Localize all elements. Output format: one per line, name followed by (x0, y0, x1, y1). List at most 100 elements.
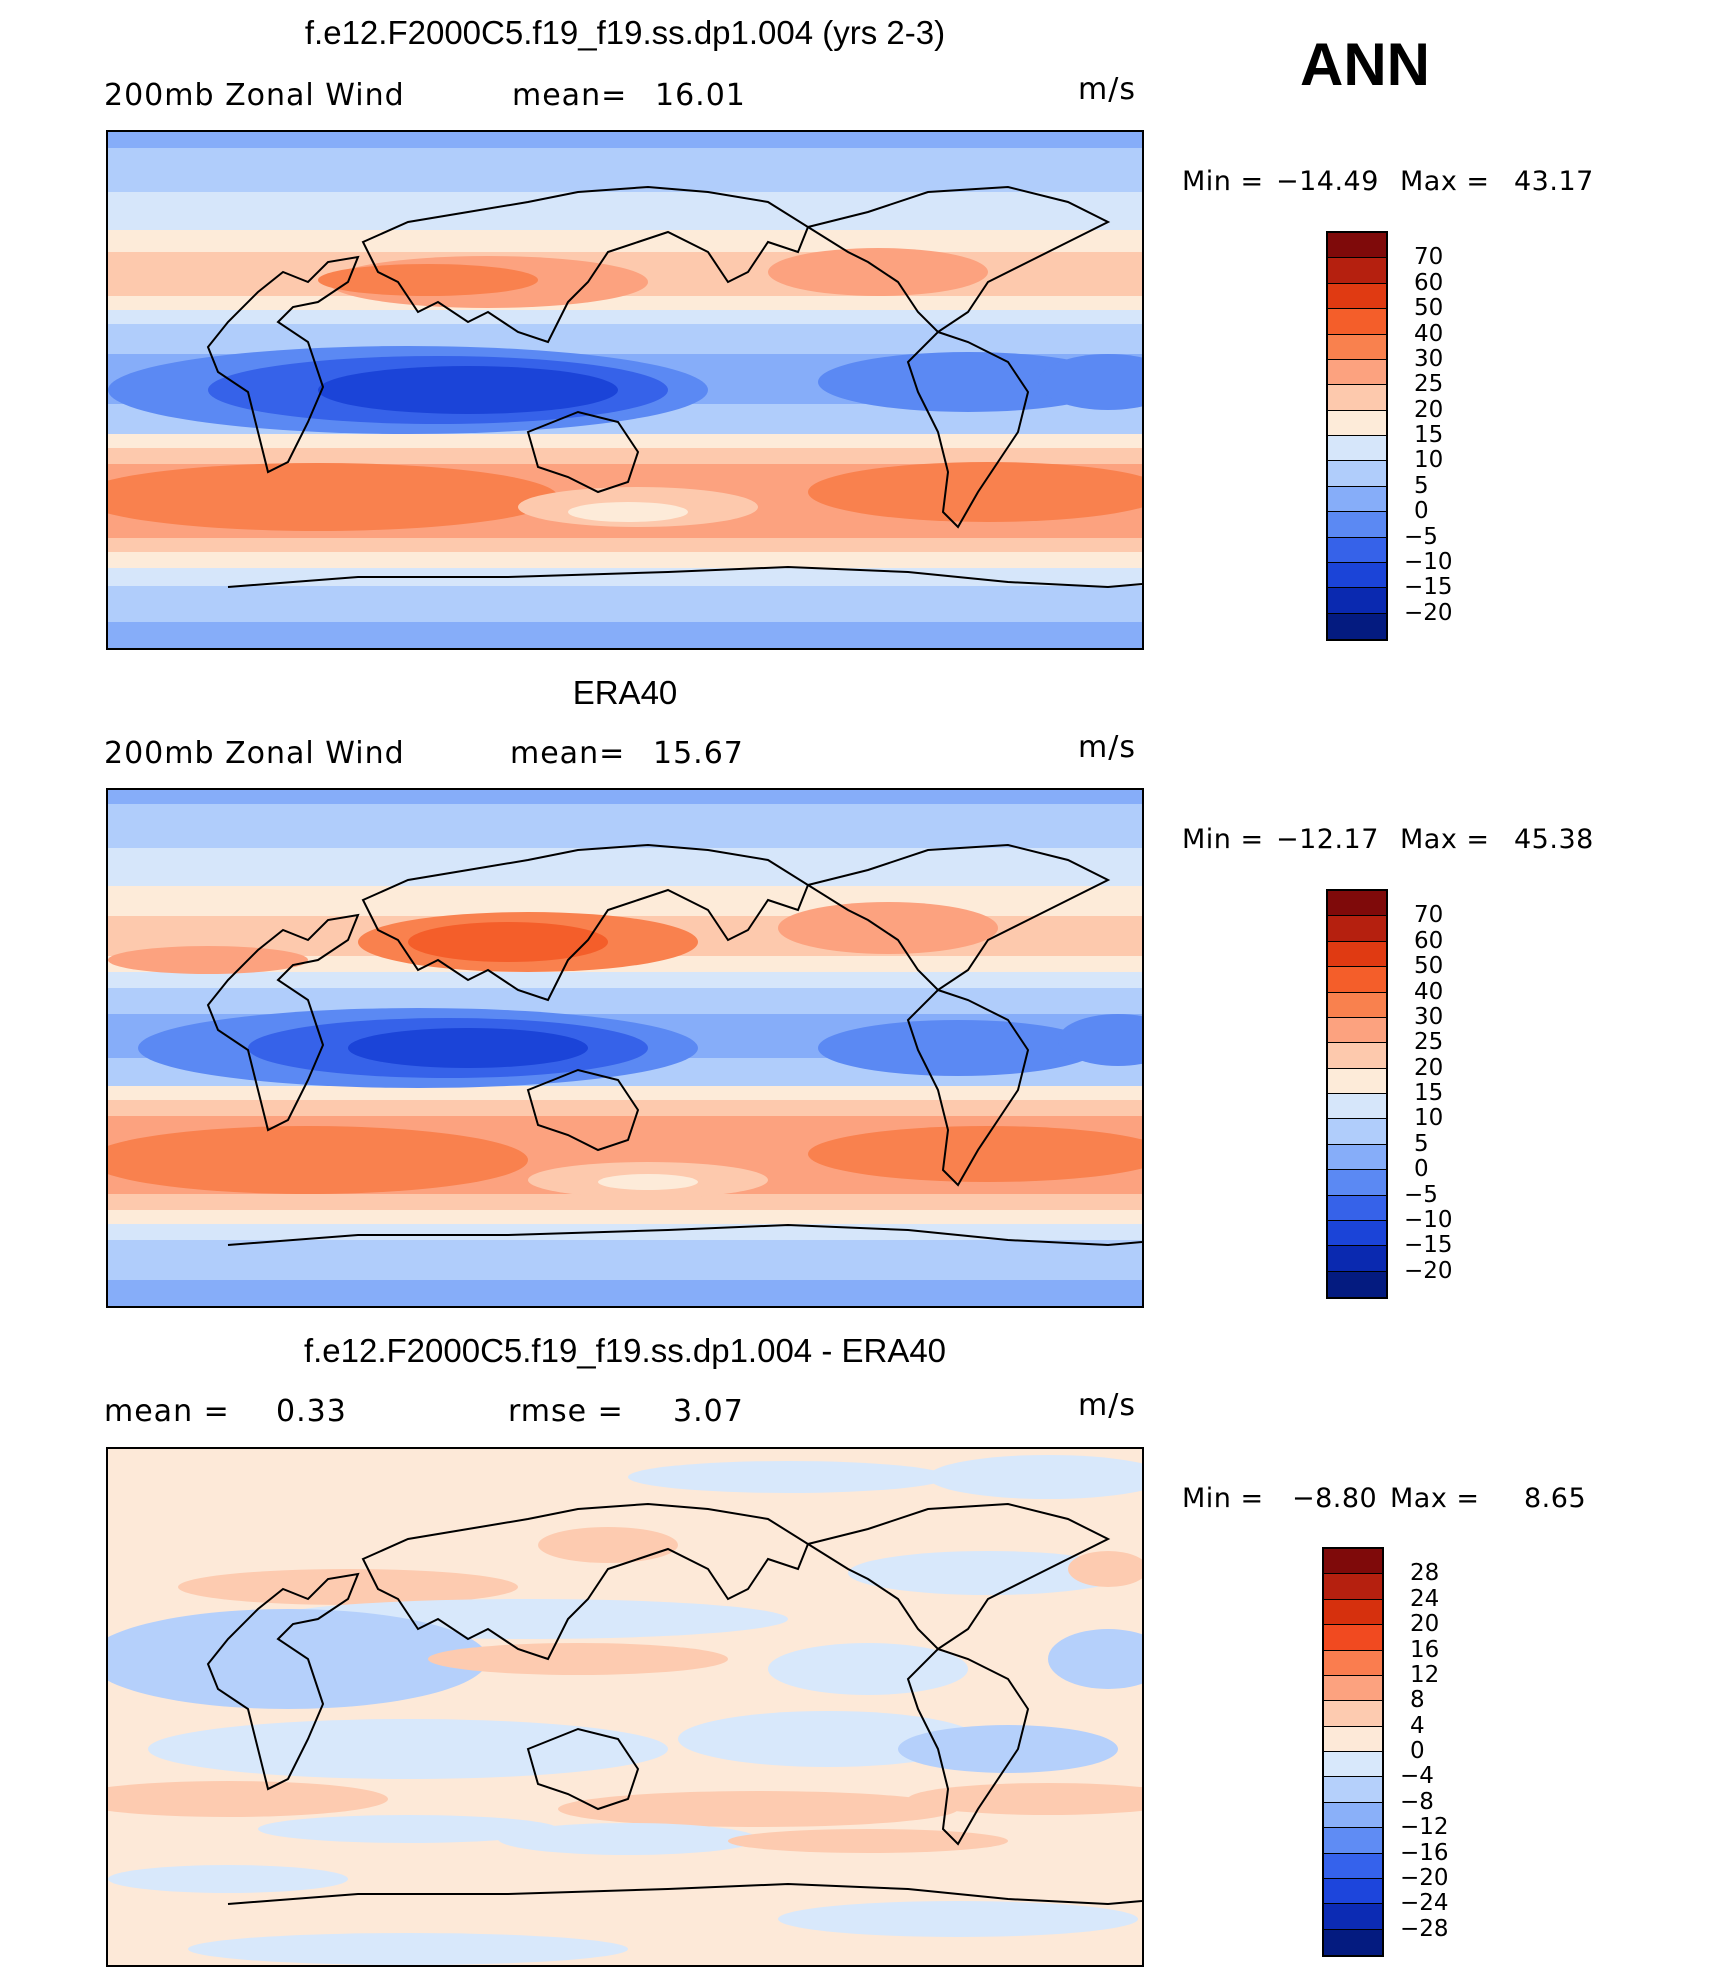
rmse-value: 3.07 (673, 1394, 744, 1429)
colorbar-segment (1328, 916, 1386, 942)
colorbar-segment (1328, 1271, 1386, 1297)
colorbar-segment (1328, 283, 1386, 310)
colorbar-segment (1328, 1068, 1386, 1094)
coastline (361, 185, 810, 344)
mean-value: 0.33 (276, 1394, 347, 1429)
colorbar-segment (1324, 1650, 1382, 1676)
colorbar-tick-label: −5 (1404, 1181, 1438, 1208)
field-name: 200mb Zonal Wind (104, 736, 405, 771)
colorbar-tick-label: 30 (1414, 1003, 1444, 1030)
colorbar-segment (1328, 258, 1386, 284)
map-diff (106, 1447, 1144, 1967)
colorbar-segment (1324, 1726, 1382, 1752)
panel-title: f.e12.F2000C5.f19_f19.ss.dp1.004 - ERA40 (303, 1332, 947, 1369)
coastline (361, 843, 810, 1002)
coastline (361, 1502, 810, 1661)
colorbar-tick-label: −20 (1400, 1864, 1449, 1891)
map-model (106, 130, 1144, 650)
colorbar-segment (1328, 233, 1386, 259)
colorbar-segment (1328, 1246, 1386, 1272)
min-label: Min = (1182, 1483, 1264, 1514)
colorbar-tick-label: 8 (1410, 1687, 1425, 1714)
colorbar-segment (1328, 309, 1386, 335)
colorbar-tick-label: −4 (1400, 1763, 1434, 1790)
colorbar-segment (1328, 385, 1386, 411)
colorbar-tick-label: −10 (1404, 1206, 1453, 1233)
panel-title: ERA40 (572, 674, 678, 711)
colorbar-segment (1328, 941, 1386, 968)
max-value: 45.38 (1514, 824, 1594, 855)
panel-model: f.e12.F2000C5.f19_f19.ss.dp1.004 (yrs 2-… (0, 0, 1710, 660)
units-label: m/s (1078, 730, 1136, 765)
colorbar-segment (1324, 1701, 1382, 1727)
coastline (206, 1572, 360, 1791)
colorbar-segment (1328, 512, 1386, 538)
colorbar-segment (1328, 537, 1386, 563)
colorbar-segment (1328, 1144, 1386, 1171)
colorbar-tick-label: 4 (1410, 1712, 1425, 1739)
panel-obs: ERA40 200mb Zonal Wind mean= 15.67 m/s (104, 674, 1594, 1308)
colorbar-segment (1324, 1878, 1382, 1905)
colorbar-tick-label: 20 (1414, 1054, 1444, 1081)
colorbar-segment (1324, 1802, 1382, 1829)
colorbar-segment (1324, 1904, 1382, 1930)
colorbar-segment (1328, 1220, 1386, 1247)
colorbar-segment (1328, 334, 1386, 360)
colorbar-tick-label: 24 (1410, 1585, 1440, 1612)
colorbar-tick-label: 50 (1414, 295, 1444, 322)
colorbar-segment (1324, 1574, 1382, 1600)
colorbar-tick-label: 60 (1414, 269, 1444, 296)
colorbar-segment (1328, 1195, 1386, 1221)
map-model-field (108, 132, 1142, 648)
coastline (227, 565, 1142, 589)
colorbar-tick-label: 5 (1414, 1130, 1429, 1157)
colorbar-segment (1324, 1599, 1382, 1626)
colorbar-segment (1328, 410, 1386, 436)
coastline (906, 988, 1030, 1187)
colorbar-segment (1324, 1828, 1382, 1854)
colorbar-tick-label: 25 (1414, 371, 1444, 398)
mean-label: mean = (104, 1394, 230, 1429)
mean-value: 15.67 (653, 736, 744, 771)
colorbar-segment (1324, 1625, 1382, 1651)
min-label: Min = (1182, 166, 1264, 197)
colorbar-segment (1328, 967, 1386, 993)
coastline (906, 1647, 1030, 1846)
mean-label: mean= (510, 736, 626, 771)
colorbar-tick-label: 70 (1414, 902, 1444, 929)
colorbar-tick-label: 10 (1414, 1105, 1444, 1132)
colorbar-segment (1328, 1043, 1386, 1069)
colorbar-segment (1324, 1777, 1382, 1803)
panel-title: f.e12.F2000C5.f19_f19.ss.dp1.004 (yrs 2-… (304, 14, 946, 51)
mean-value: 16.01 (655, 78, 746, 113)
colorbar-tick-label: 70 (1414, 244, 1444, 271)
units-label: m/s (1078, 1388, 1136, 1423)
colorbar-segment (1328, 891, 1386, 917)
coastline (206, 255, 360, 474)
max-label: Max = (1400, 824, 1490, 855)
colorbar-segment (1324, 1675, 1382, 1702)
colorbar-segment (1328, 613, 1386, 639)
colorbar-diff (1322, 1547, 1384, 1957)
colorbar-segment (1328, 1170, 1386, 1196)
coastline (227, 1882, 1142, 1906)
colorbar-tick-label: 0 (1410, 1738, 1425, 1764)
colorbar-tick-label: −5 (1404, 523, 1438, 550)
colorbar-tick-label: −16 (1400, 1839, 1449, 1866)
colorbar-segment (1328, 588, 1386, 614)
colorbar-segment (1328, 436, 1386, 462)
colorbar-segment (1324, 1549, 1382, 1575)
colorbar-tick-label: 30 (1414, 345, 1444, 372)
max-value: 43.17 (1514, 166, 1594, 197)
map-diff-field (108, 1449, 1142, 1965)
colorbar-tick-label: 28 (1410, 1560, 1440, 1587)
colorbar-segment (1324, 1929, 1382, 1955)
colorbar-tick-label: −20 (1404, 1257, 1453, 1284)
colorbar-tick-label: 20 (1414, 396, 1444, 423)
colorbar-tick-label: −28 (1400, 1915, 1449, 1942)
colorbar-segment (1324, 1752, 1382, 1778)
coastline (805, 843, 1111, 992)
colorbar-tick-label: −8 (1400, 1788, 1434, 1815)
colorbar-tick-label: 40 (1414, 320, 1444, 347)
map-obs (106, 788, 1144, 1308)
